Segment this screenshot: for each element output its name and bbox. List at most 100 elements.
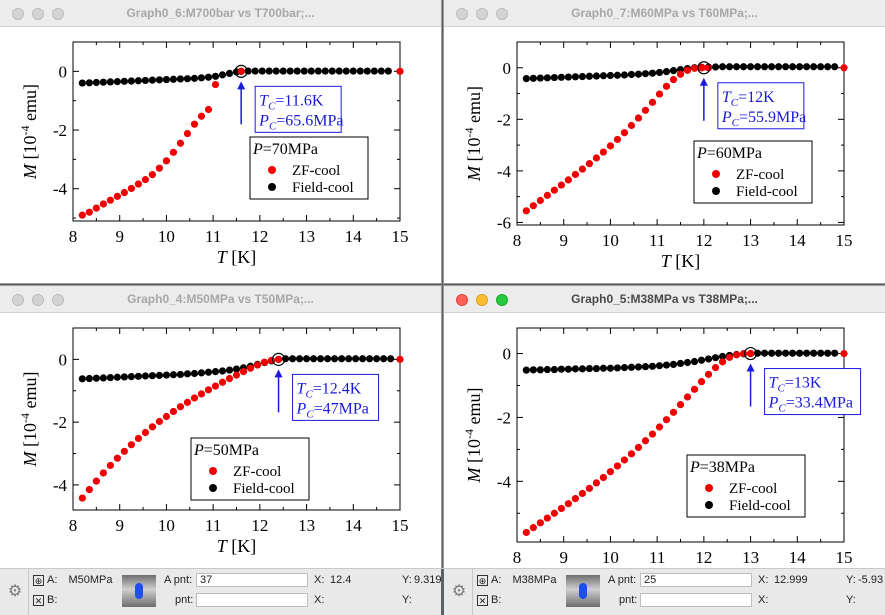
data-point-zf-cool xyxy=(648,430,657,438)
pnt-field[interactable] xyxy=(196,593,308,607)
zoom-button[interactable] xyxy=(496,8,508,20)
minimize-button[interactable] xyxy=(476,8,488,20)
minimize-button[interactable] xyxy=(476,294,488,306)
tc-label: TC=11.6K xyxy=(259,92,324,112)
graph-window-4[interactable]: Graph0_5:M38MPa vs T38MPa;... 8 9 10 11 12 13… xyxy=(444,286,885,568)
gear-icon[interactable]: ⚙ xyxy=(451,583,467,600)
legend-title-value: =70MPa xyxy=(263,141,318,158)
graph-window-1[interactable]: Graph0_6:M700bar vs T700bar;... 8 9 10 11 12… xyxy=(0,0,441,283)
data-point-zf-cool xyxy=(529,524,537,532)
data-point-field-cool xyxy=(641,363,650,371)
data-point-zf-cool xyxy=(627,450,636,458)
cursor-a-row[interactable]: ⊕ A: M38MPa xyxy=(477,574,557,586)
x-tick-label: 8 xyxy=(69,227,78,246)
crosshair-icon[interactable]: ⊕ xyxy=(33,575,44,586)
y-axis-unit: emu] xyxy=(464,388,484,429)
x-tick-label: 9 xyxy=(559,231,568,250)
y-axis-title: M [10-4 emu] xyxy=(462,388,484,484)
data-point-zf-cool xyxy=(669,76,678,84)
transition-marker-dot xyxy=(238,68,244,75)
close-button[interactable] xyxy=(456,8,468,20)
data-point-field-cool xyxy=(295,355,304,363)
data-point-zf-cool xyxy=(141,176,150,184)
data-point-zf-cool xyxy=(655,423,664,431)
cursor-b-row[interactable]: ✕ B: xyxy=(477,594,501,606)
x-tick-label: 12 xyxy=(695,231,712,250)
data-point-zf-cool xyxy=(183,129,192,138)
data-point-zf-cool xyxy=(697,378,706,386)
close-button[interactable] xyxy=(456,294,468,306)
graph-window-3[interactable]: Graph0_4:M50MPa vs T50MPa;... 8 9 10 11 12 13… xyxy=(0,286,441,568)
data-point-zf-cool xyxy=(120,447,128,455)
pc-subscript: C xyxy=(778,403,786,415)
data-point-field-cool xyxy=(176,370,185,379)
legend-title-var: P xyxy=(193,442,204,459)
data-point-zf-cool xyxy=(725,353,734,361)
minimize-button[interactable] xyxy=(32,294,44,306)
data-point-zf-cool xyxy=(840,64,848,72)
data-point-zf-cool xyxy=(564,500,572,508)
y-tick-label: -2 xyxy=(497,110,511,129)
x-axis-unit: [K] xyxy=(227,247,257,267)
window-titlebar[interactable]: Graph0_5:M38MPa vs T38MPa;... xyxy=(444,286,885,313)
trace-swatch[interactable] xyxy=(566,575,600,607)
tc-arrow-head xyxy=(274,369,283,378)
data-point-field-cool xyxy=(251,67,259,75)
y-tick-label: 0 xyxy=(59,350,68,369)
crosshair-icon[interactable]: ⊕ xyxy=(477,575,488,586)
x-tick-label: 13 xyxy=(742,231,759,250)
box-cross-icon[interactable]: ✕ xyxy=(477,595,488,606)
trace-swatch[interactable] xyxy=(122,575,156,607)
data-point-zf-cool xyxy=(613,135,622,144)
minimize-button[interactable] xyxy=(32,8,44,20)
x-tick-label: 10 xyxy=(158,227,175,246)
close-button[interactable] xyxy=(12,8,24,20)
tc-value: =12K xyxy=(738,89,775,106)
window-titlebar[interactable]: Graph0_4:M50MPa vs T50MPa;... xyxy=(0,286,441,313)
data-point-zf-cool xyxy=(176,403,185,411)
window-title: Graph0_5:M38MPa vs T38MPa;... xyxy=(571,292,758,306)
cursor-a-row[interactable]: ⊕ A: M50MPa xyxy=(33,574,113,586)
zoom-button[interactable] xyxy=(496,294,508,306)
pnt-field[interactable] xyxy=(640,593,752,607)
data-point-field-cool xyxy=(258,67,266,75)
y-tick-label: -4 xyxy=(497,162,512,181)
box-cross-icon[interactable]: ✕ xyxy=(33,595,44,606)
graph-window-2[interactable]: Graph0_7:M60MPa vs T60MPa;... 8 9 10 11 12 13… xyxy=(444,0,885,283)
legend-title-value: =50MPa xyxy=(204,442,259,459)
data-point-zf-cool xyxy=(690,64,699,72)
zoom-button[interactable] xyxy=(52,294,64,306)
window-titlebar[interactable]: Graph0_7:M60MPa vs T60MPa;... xyxy=(444,0,885,27)
gear-icon[interactable]: ⚙ xyxy=(7,583,23,600)
y-tick-label: 0 xyxy=(503,59,512,78)
data-point-field-cool xyxy=(293,67,301,75)
data-point-field-cool xyxy=(345,355,353,363)
legend-title-value: =38MPa xyxy=(700,459,755,476)
data-point-zf-cool xyxy=(557,504,565,513)
data-point-zf-cool xyxy=(92,477,100,485)
close-button[interactable] xyxy=(12,294,24,306)
data-point-field-cool xyxy=(307,67,315,75)
apnt-field[interactable]: 25 xyxy=(640,573,752,587)
data-point-field-cool xyxy=(366,355,374,363)
zoom-button[interactable] xyxy=(52,8,64,20)
pc-symbol: P xyxy=(258,112,269,129)
chart-svg[interactable]: 8 9 10 11 12 13 14 150-2-4-6T [K]M [10-4 emu] TC… xyxy=(444,26,885,283)
data-point-zf-cool xyxy=(732,351,741,359)
y-axis-var: M xyxy=(464,466,484,483)
apnt-field[interactable]: 37 xyxy=(196,573,308,587)
tc-arrow-head xyxy=(237,81,246,90)
data-point-zf-cool xyxy=(690,385,699,393)
data-point-field-cool xyxy=(803,63,811,71)
data-point-zf-cool xyxy=(113,454,121,462)
window-titlebar[interactable]: Graph0_6:M700bar vs T700bar;... xyxy=(0,0,441,27)
data-point-field-cool xyxy=(522,75,530,83)
data-point-zf-cool xyxy=(127,441,135,449)
data-point-zf-cool xyxy=(522,528,530,537)
cursor-b-row[interactable]: ✕ B: xyxy=(33,594,57,606)
data-point-field-cool xyxy=(718,352,727,361)
data-point-field-cool xyxy=(592,72,601,80)
